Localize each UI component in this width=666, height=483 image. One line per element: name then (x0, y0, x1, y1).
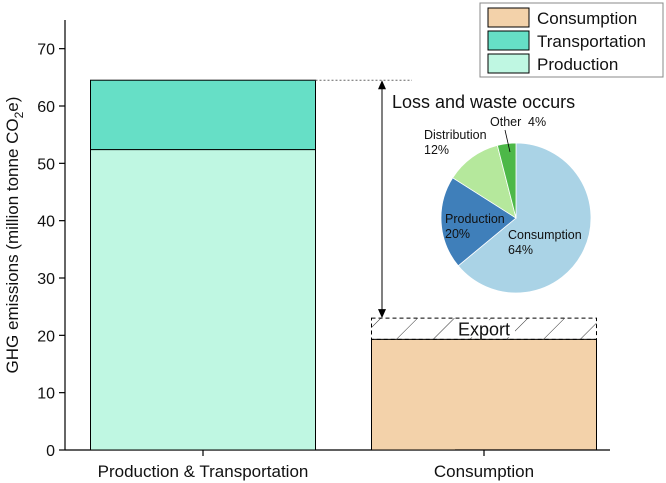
legend-label: Consumption (537, 9, 637, 28)
x-category-label: Consumption (434, 462, 534, 481)
bar-production (90, 149, 316, 451)
y-tick-label: 0 (46, 443, 55, 460)
legend-swatch-consumption (487, 7, 530, 28)
pie-slice-production (440, 177, 517, 267)
y-tick-label: 70 (37, 42, 55, 59)
y-tick-label: 60 (37, 99, 55, 116)
x-category-label: Production & Transportation (98, 462, 309, 481)
y-tick-label: 30 (37, 271, 55, 288)
pie-label-name: Consumption (508, 228, 582, 242)
pie-leader-line (504, 129, 511, 153)
pie-label-pct: 64% (508, 243, 533, 257)
y-axis-title-end: e) (3, 97, 22, 112)
y-tick-label: 10 (37, 386, 55, 403)
pie-label-name: Other (490, 115, 521, 129)
pie-label-pct: 12% (424, 143, 449, 157)
legend-label: Transportation (537, 32, 646, 51)
legend-swatch-production (487, 53, 530, 74)
pie-label-name: Distribution (424, 128, 487, 142)
pie-label-pct: 4% (528, 115, 546, 129)
y-tick-label: 50 (37, 156, 55, 173)
plot-area: 0 10 20 30 40 50 60 70 GHG emissions (million to… (3, 20, 610, 481)
y-axis-title-main: GHG emissions (million tonne CO (3, 118, 22, 373)
y-axis-title: GHG emissions (million tonne CO2e) (3, 97, 26, 374)
export-label: Export (458, 320, 510, 340)
y-tick-label: 20 (37, 328, 55, 345)
y-axis-title-subscript: 2 (12, 111, 26, 118)
legend-label: Production (537, 55, 618, 74)
legend-swatch-transportation (487, 30, 530, 51)
legend: Consumption Transportation Production (479, 2, 664, 78)
pie-slice-consumption (457, 142, 592, 294)
export-label-bg (453, 320, 515, 338)
pie-slice-other (496, 142, 517, 219)
annotation-text: Loss and waste occurs (392, 92, 575, 112)
bar-transportation (90, 79, 316, 151)
loss-arrow-head-top (378, 80, 386, 90)
pie-label-name: Production (445, 212, 505, 226)
bar-consumption (371, 338, 597, 451)
loss-arrow-head-bottom (378, 309, 386, 319)
pie-label-pct: 20% (445, 227, 470, 241)
y-tick-label: 40 (37, 214, 55, 231)
